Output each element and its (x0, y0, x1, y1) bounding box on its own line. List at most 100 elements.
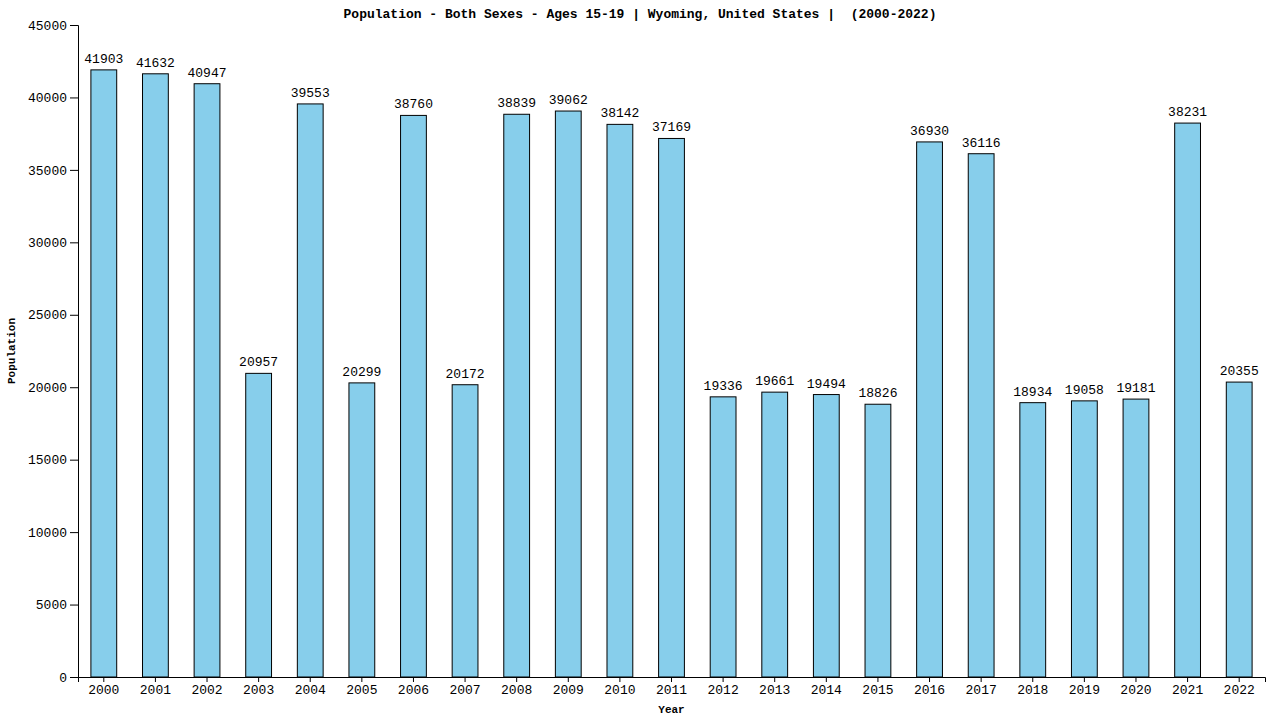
bar (1071, 401, 1097, 677)
data-label: 41632 (136, 56, 175, 71)
x-tick-mark (361, 677, 362, 682)
y-tick: 10000 (28, 526, 78, 541)
x-tick-mark (723, 677, 724, 682)
y-tick-label: 0 (59, 671, 67, 686)
x-tick-label: 2022 (1224, 683, 1255, 698)
bar (710, 397, 736, 677)
x-tick: 2012 (707, 677, 738, 698)
y-tick-label: 30000 (28, 236, 67, 251)
x-tick-mark (413, 677, 414, 682)
y-tick-mark (70, 315, 78, 316)
x-tick-mark (826, 677, 827, 682)
y-tick-mark (70, 170, 78, 171)
data-label: 19494 (807, 377, 846, 392)
y-tick-mark (70, 25, 78, 26)
x-tick-label: 2006 (398, 683, 429, 698)
x-tick: 2003 (243, 677, 274, 698)
x-tick: 2021 (1172, 677, 1203, 698)
data-label: 41903 (84, 52, 123, 67)
bar (1123, 399, 1149, 677)
y-tick-label: 35000 (28, 164, 67, 179)
x-tick-label: 2018 (1017, 683, 1048, 698)
y-tick: 20000 (28, 381, 78, 396)
y-tick-label: 25000 (28, 308, 67, 323)
x-tick-label: 2014 (811, 683, 842, 698)
x-tick-mark (465, 677, 466, 682)
bar (401, 115, 427, 677)
bar (607, 124, 633, 677)
x-tick: 2009 (553, 677, 584, 698)
x-axis: 2000 2001 2002 2003 2004 2005 2006 2007 2008 2009… (79, 677, 1266, 698)
x-tick-mark (155, 677, 156, 682)
data-label: 38231 (1168, 105, 1207, 120)
x-tick-label: 2008 (501, 683, 532, 698)
bar (659, 138, 685, 677)
x-tick: 2010 (604, 677, 635, 698)
x-tick-mark (207, 677, 208, 682)
bar (349, 383, 375, 677)
data-label: 37169 (652, 120, 691, 135)
data-label: 20355 (1220, 364, 1259, 379)
data-labels: 4190341632409472095739553202993876020172… (84, 52, 1258, 401)
x-tick-mark (1239, 677, 1240, 682)
data-label: 19181 (1116, 381, 1155, 396)
y-tick-mark (70, 242, 78, 243)
x-tick: 2016 (914, 677, 945, 698)
x-tick-label: 2000 (88, 683, 119, 698)
bar (143, 74, 169, 677)
bars (91, 70, 1252, 677)
x-tick-mark (258, 677, 259, 682)
x-tick-label: 2004 (295, 683, 326, 698)
data-label: 38142 (600, 106, 639, 121)
y-tick: 0 (59, 671, 78, 686)
x-tick-label: 2015 (862, 683, 893, 698)
data-label: 19058 (1065, 383, 1104, 398)
x-tick-label: 2011 (656, 683, 687, 698)
x-tick: 2008 (501, 677, 532, 698)
y-tick: 35000 (28, 164, 78, 179)
bar (91, 70, 117, 677)
y-tick-label: 15000 (28, 453, 67, 468)
x-tick-label: 2002 (191, 683, 222, 698)
x-tick-label: 2005 (346, 683, 377, 698)
bar (246, 373, 272, 677)
data-label: 38760 (394, 97, 433, 112)
x-tick: 2001 (140, 677, 171, 698)
bar (194, 84, 220, 677)
title: Population - Both Sexes - Ages 15-19 | W… (344, 7, 937, 22)
x-tick: 2004 (295, 677, 326, 698)
x-tick-mark (1084, 677, 1085, 682)
x-tick: 2007 (449, 677, 480, 698)
data-label: 36116 (962, 136, 1001, 151)
x-tick-label: 2013 (759, 683, 790, 698)
x-tick-mark (929, 677, 930, 682)
chart: 4190341632409472095739553202993876020172… (0, 0, 1280, 720)
y-tick: 25000 (28, 308, 78, 323)
x-axis-title: Year (658, 704, 684, 716)
x-tick-label: 2021 (1172, 683, 1203, 698)
x-tick-mark (1135, 677, 1136, 682)
x-tick: 2000 (88, 677, 119, 698)
bar (968, 154, 994, 677)
x-tick-label: 2012 (707, 683, 738, 698)
data-label: 20172 (446, 367, 485, 382)
y-tick-mark (70, 605, 78, 606)
data-label: 18826 (858, 386, 897, 401)
x-tick-mark (774, 677, 775, 682)
x-tick: 2013 (759, 677, 790, 698)
x-tick: 2017 (966, 677, 997, 698)
y-tick-label: 40000 (28, 91, 67, 106)
bar (452, 385, 478, 677)
x-tick-mark (877, 677, 878, 682)
y-tick-mark (70, 677, 78, 678)
x-tick: 2011 (656, 677, 687, 698)
y-tick: 30000 (28, 236, 78, 251)
x-tick-mark (671, 677, 672, 682)
x-tick: 2015 (862, 677, 893, 698)
x-tick-mark (981, 677, 982, 682)
x-tick-mark (1032, 677, 1033, 682)
x-tick-label: 2001 (140, 683, 171, 698)
bar (917, 142, 943, 677)
y-tick: 45000 (28, 19, 78, 34)
plot: 4190341632409472095739553202993876020172… (28, 19, 1266, 699)
